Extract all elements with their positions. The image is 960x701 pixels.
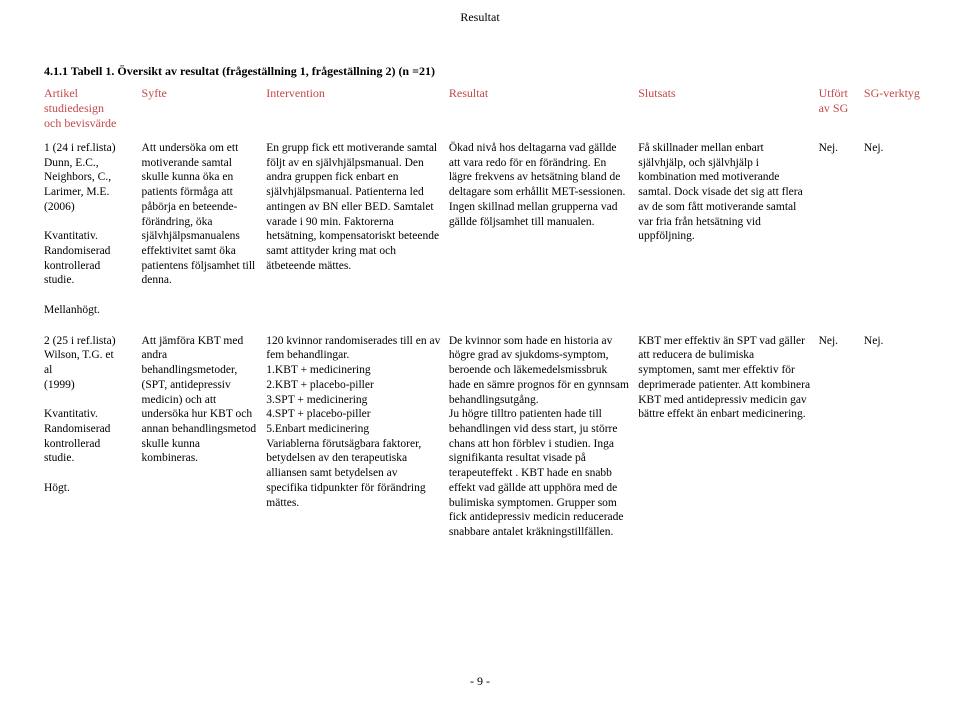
- running-header: Resultat: [0, 10, 960, 25]
- col-header-article: Artikel studiedesign och bevisvärde: [44, 84, 142, 137]
- cell-result: Ökad nivå hos deltagarna vad gällde att …: [449, 137, 638, 330]
- cell-intervention: 120 kvinnor randomiserades till en av fe…: [266, 330, 449, 552]
- col-header-result: Resultat: [449, 84, 638, 137]
- cell-article: 1 (24 i ref.lista) Dunn, E.C., Neighbors…: [44, 137, 142, 330]
- cell-sg: Nej.: [819, 137, 864, 330]
- col-header-intervention: Intervention: [266, 84, 449, 137]
- col-header-conclusion: Slutsats: [638, 84, 818, 137]
- col-header-sg: Utfört av SG: [819, 84, 864, 137]
- table-row: 2 (25 i ref.lista) Wilson, T.G. et al (1…: [44, 330, 932, 552]
- page-number: - 9 -: [0, 674, 960, 689]
- cell-sgtool: Nej.: [864, 330, 932, 552]
- col-header-sgtool: SG-verktyg: [864, 84, 932, 137]
- results-table: Artikel studiedesign och bevisvärde Syft…: [44, 84, 932, 552]
- table-header-row: Artikel studiedesign och bevisvärde Syft…: [44, 84, 932, 137]
- cell-intervention: En grupp fick ett motiverande samtal föl…: [266, 137, 449, 330]
- table-title: 4.1.1 Tabell 1. Översikt av resultat (fr…: [44, 64, 435, 79]
- cell-conclusion: KBT mer effektiv än SPT vad gäller att r…: [638, 330, 818, 552]
- cell-result: De kvinnor som hade en historia av högre…: [449, 330, 638, 552]
- cell-sgtool: Nej.: [864, 137, 932, 330]
- cell-purpose: Att jämföra KBT med andra behandlingsmet…: [142, 330, 267, 552]
- cell-article: 2 (25 i ref.lista) Wilson, T.G. et al (1…: [44, 330, 142, 552]
- cell-sg: Nej.: [819, 330, 864, 552]
- col-header-purpose: Syfte: [142, 84, 267, 137]
- table-row: 1 (24 i ref.lista) Dunn, E.C., Neighbors…: [44, 137, 932, 330]
- cell-purpose: Att undersöka om ett motiverande samtal …: [142, 137, 267, 330]
- page: Resultat 4.1.1 Tabell 1. Översikt av res…: [0, 0, 960, 701]
- cell-conclusion: Få skillnader mellan enbart självhjälp, …: [638, 137, 818, 330]
